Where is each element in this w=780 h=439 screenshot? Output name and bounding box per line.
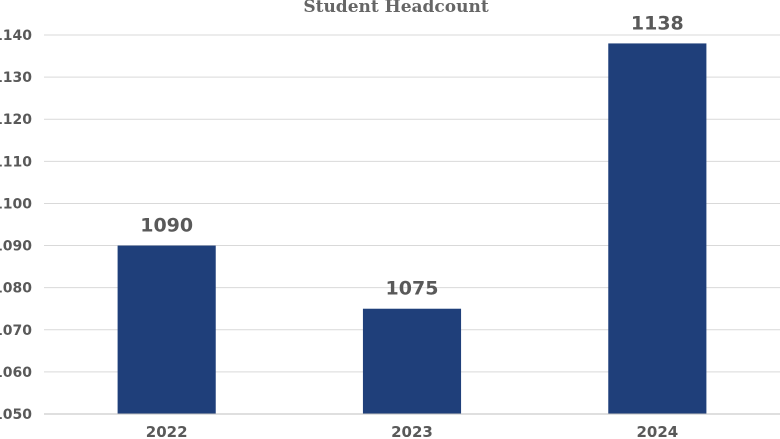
y-tick-label: 1070 [0, 323, 32, 339]
chart-title: Student Headcount [303, 0, 489, 17]
y-tick-label: 1050 [0, 407, 32, 423]
x-tick-label: 2023 [391, 423, 433, 439]
data-label: 1138 [631, 12, 684, 34]
y-tick-label: 1130 [0, 70, 32, 86]
x-axis-tick-labels: 2022 2023 2024 [146, 423, 678, 439]
y-tick-label: 1110 [0, 154, 32, 170]
bar-2022 [117, 245, 216, 414]
y-tick-label: 1120 [0, 112, 32, 128]
y-tick-label: 1060 [0, 365, 32, 381]
y-tick-label: 1080 [0, 281, 32, 297]
bar-2024 [608, 43, 707, 415]
y-tick-label: 1100 [0, 196, 32, 212]
y-axis-tick-labels: 1050 1060 1070 1080 1090 1100 1110 1120 1130 1140 [0, 28, 32, 423]
data-labels: 1090 1075 1138 [140, 12, 684, 299]
y-tick-label: 1090 [0, 239, 32, 255]
x-tick-label: 2022 [146, 423, 188, 439]
y-tick-label: 1140 [0, 28, 32, 44]
bars [117, 43, 707, 415]
data-label: 1075 [386, 278, 439, 300]
x-tick-label: 2024 [636, 423, 678, 439]
data-label: 1090 [140, 215, 193, 237]
bar-2023 [362, 308, 462, 414]
